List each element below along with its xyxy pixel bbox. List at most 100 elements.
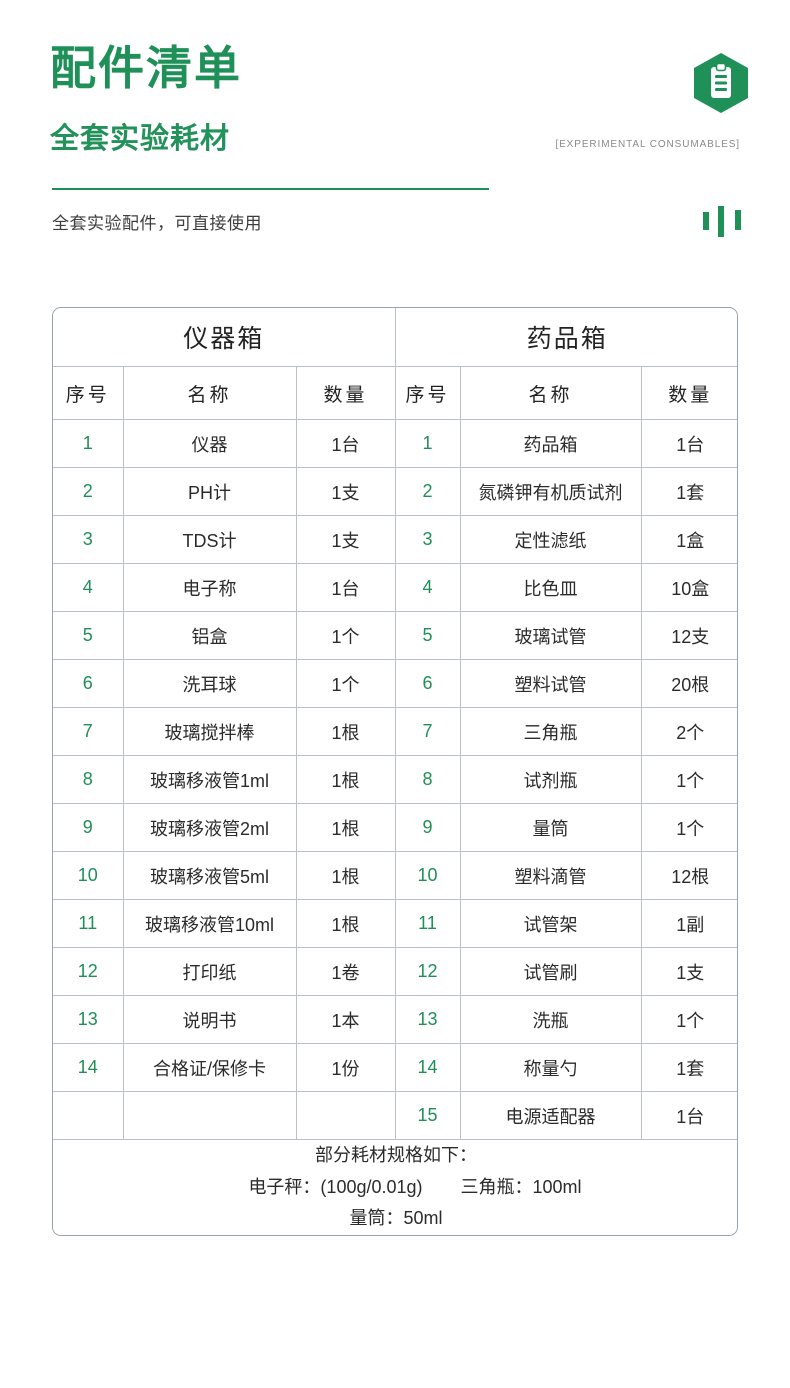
spec-scale: 电子秤：(100g/0.01g)	[248, 1176, 423, 1197]
table-row: 3 TDS计 1支 3 定性滤纸 1盒	[53, 515, 737, 564]
row-index: 12	[53, 947, 124, 996]
row-index: 1	[53, 419, 124, 468]
row-quantity: 1根	[295, 899, 396, 948]
row-name: 电源适配器	[459, 1091, 642, 1140]
row-name: 铝盒	[122, 611, 297, 660]
table-row: 8 玻璃移液管1ml 1根 8 试剂瓶 1个	[53, 755, 737, 804]
row-index: 6	[53, 659, 124, 708]
row-name: 量筒	[459, 803, 642, 852]
header-tagline: 全套实验配件，可直接使用	[52, 214, 262, 233]
row-index: 13	[394, 995, 461, 1044]
row-quantity: 1台	[295, 419, 396, 468]
table-row: 13 说明书 1本 13 洗瓶 1个	[53, 995, 737, 1044]
row-index: 9	[394, 803, 461, 852]
row-name: 玻璃移液管10ml	[122, 899, 297, 948]
row-quantity: 1套	[640, 1043, 737, 1092]
spec-cylinder: 量筒：50ml	[349, 1208, 443, 1228]
page-subtitle: 全套实验耗材	[50, 123, 231, 155]
row-index: 12	[394, 947, 461, 996]
clipboard-hexagon-icon	[692, 52, 750, 114]
row-index: 1	[394, 419, 461, 468]
row-quantity: 1个	[295, 611, 396, 660]
table-column-header-row: 序号 名称 数量 序号 名称 数量	[53, 366, 737, 420]
row-quantity: 1个	[640, 803, 737, 852]
row-index: 8	[394, 755, 461, 804]
row-name: 打印纸	[122, 947, 297, 996]
row-quantity: 1份	[295, 1043, 396, 1092]
col-header-name-right: 名称	[459, 366, 642, 420]
row-quantity: 1台	[295, 563, 396, 612]
table-row: 12 打印纸 1卷 12 试管刷 1支	[53, 947, 737, 996]
row-index: 15	[394, 1091, 461, 1140]
row-index: 5	[53, 611, 124, 660]
row-index: 10	[53, 851, 124, 900]
parts-table: 仪器箱 药品箱 序号 名称 数量 序号 名称 数量 1 仪器 1台 1 药品箱 …	[53, 308, 737, 1235]
row-name: 仪器	[122, 419, 297, 468]
row-index: 6	[394, 659, 461, 708]
row-index: 7	[53, 707, 124, 756]
table-row: 5 铝盒 1个 5 玻璃试管 12支	[53, 611, 737, 660]
row-name: 三角瓶	[459, 707, 642, 756]
row-name: 试管刷	[459, 947, 642, 996]
row-name: 电子称	[122, 563, 297, 612]
row-index: 2	[394, 467, 461, 516]
row-quantity: 1根	[295, 803, 396, 852]
row-index: 11	[394, 899, 461, 948]
group-title-chemical: 药品箱	[394, 308, 737, 367]
row-index: 11	[53, 899, 124, 948]
row-name: 洗瓶	[459, 995, 642, 1044]
row-name: 玻璃试管	[459, 611, 642, 660]
row-index: 3	[394, 515, 461, 564]
row-quantity: 20根	[640, 659, 737, 708]
specs-note-line-1: 电子秤：(100g/0.01g) 三角瓶：100ml	[53, 1172, 737, 1204]
table-row: 1 仪器 1台 1 药品箱 1台	[53, 419, 737, 468]
row-index: 5	[394, 611, 461, 660]
row-quantity: 1支	[640, 947, 737, 996]
row-index: 13	[53, 995, 124, 1044]
english-subtitle: [EXPERIMENTAL CONSUMABLES]	[555, 139, 740, 150]
row-name: 洗耳球	[122, 659, 297, 708]
row-index: 4	[394, 563, 461, 612]
table-row: 7 玻璃搅拌棒 1根 7 三角瓶 2个	[53, 707, 737, 756]
row-name: 试剂瓶	[459, 755, 642, 804]
row-quantity: 1台	[640, 1091, 737, 1140]
row-quantity: 1根	[295, 851, 396, 900]
row-index: 14	[53, 1043, 124, 1092]
row-name: 合格证/保修卡	[122, 1043, 297, 1092]
row-quantity: 1根	[295, 707, 396, 756]
row-name: 玻璃移液管1ml	[122, 755, 297, 804]
specs-note-row: 部分耗材规格如下： 电子秤：(100g/0.01g) 三角瓶：100ml 量筒：5…	[53, 1139, 737, 1235]
table-row: 9 玻璃移液管2ml 1根 9 量筒 1个	[53, 803, 737, 852]
col-header-name-left: 名称	[122, 366, 297, 420]
table-row: 15 电源适配器 1台	[53, 1091, 737, 1140]
specs-note-title: 部分耗材规格如下：	[315, 1145, 477, 1165]
table-group-header-row: 仪器箱 药品箱	[53, 308, 737, 367]
row-quantity	[295, 1091, 396, 1140]
page-header: 配件清单 全套实验耗材 全套实验配件，可直接使用 [EXPERIMENTAL C…	[0, 0, 790, 290]
row-quantity: 1个	[295, 659, 396, 708]
row-index	[53, 1091, 124, 1140]
page-title: 配件清单	[50, 42, 242, 94]
three-bars-icon	[703, 206, 749, 240]
row-name: 定性滤纸	[459, 515, 642, 564]
table-row: 4 电子称 1台 4 比色皿 10盒	[53, 563, 737, 612]
parts-list-card: 仪器箱 药品箱 序号 名称 数量 序号 名称 数量 1 仪器 1台 1 药品箱 …	[52, 307, 738, 1236]
table-row: 2 PH计 1支 2 氮磷钾有机质试剂 1套	[53, 467, 737, 516]
col-header-qty-left: 数量	[295, 366, 396, 420]
row-quantity: 1个	[640, 995, 737, 1044]
row-index: 14	[394, 1043, 461, 1092]
row-quantity: 12支	[640, 611, 737, 660]
col-header-no-right: 序号	[394, 366, 461, 420]
row-name: 称量勺	[459, 1043, 642, 1092]
table-row: 11 玻璃移液管10ml 1根 11 试管架 1副	[53, 899, 737, 948]
row-quantity: 1支	[295, 515, 396, 564]
row-name	[122, 1091, 297, 1140]
row-quantity: 1副	[640, 899, 737, 948]
row-name: 试管架	[459, 899, 642, 948]
row-quantity: 1卷	[295, 947, 396, 996]
row-quantity: 1台	[640, 419, 737, 468]
row-index: 4	[53, 563, 124, 612]
row-index: 8	[53, 755, 124, 804]
row-quantity: 1套	[640, 467, 737, 516]
row-name: 玻璃移液管2ml	[122, 803, 297, 852]
